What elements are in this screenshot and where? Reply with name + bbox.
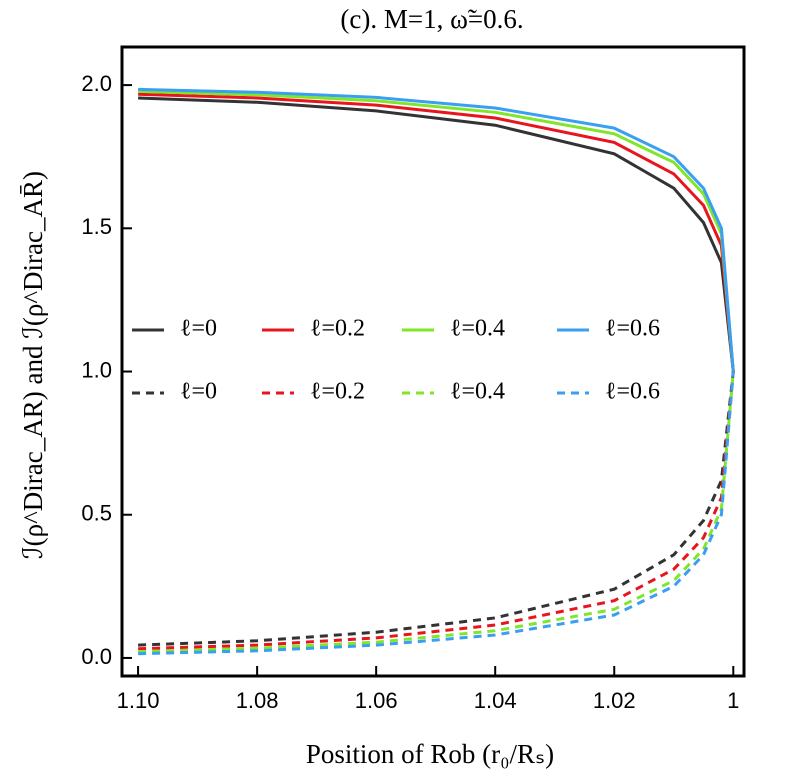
x-tick-label: 1.04 [474, 688, 517, 713]
legend-label: ℓ=0 [180, 379, 217, 405]
series-line [138, 89, 735, 372]
chart-title: (c). M=1, ω̃=0.6. [340, 4, 523, 34]
series-line [138, 371, 735, 647]
legend-label: ℓ=0.6 [605, 316, 660, 342]
y-axis-label: ℐ(ρ^Dirac_AR) and ℐ(ρ^Dirac_AR̄) [18, 171, 48, 559]
y-tick-label: 0.0 [81, 644, 112, 669]
legend-label: ℓ=0.4 [450, 379, 505, 405]
series-line [138, 371, 735, 651]
legend-label: ℓ=0.6 [605, 379, 660, 405]
series-line [138, 371, 735, 656]
x-tick-label: 1.08 [236, 688, 279, 713]
legend-label: ℓ=0.2 [310, 316, 365, 342]
y-tick-label: 1.0 [81, 357, 112, 382]
legend-label: ℓ=0.4 [450, 316, 505, 342]
x-axis-label: Position of Rob (r₀/Rₛ) [306, 739, 554, 769]
y-tick-label: 1.5 [81, 214, 112, 239]
series-line [138, 371, 735, 654]
series-line [138, 87, 735, 372]
y-tick-label: 2.0 [81, 71, 112, 96]
x-tick-label: 1 [727, 688, 739, 713]
legend-label: ℓ=0 [180, 316, 217, 342]
y-tick-label: 0.5 [81, 501, 112, 526]
legend-label: ℓ=0.2 [310, 379, 365, 405]
x-tick-label: 1.06 [355, 688, 398, 713]
x-tick-label: 1.02 [593, 688, 636, 713]
plot-frame [120, 45, 746, 678]
series-line [138, 96, 735, 372]
series-line [138, 92, 735, 372]
x-tick-label: 1.10 [117, 688, 160, 713]
